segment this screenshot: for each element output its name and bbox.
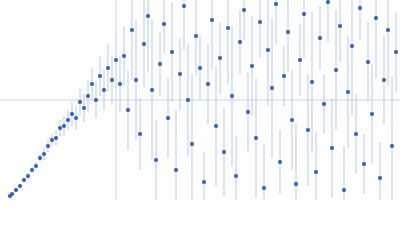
data-point bbox=[226, 26, 230, 30]
data-point bbox=[262, 186, 266, 190]
data-point bbox=[326, 0, 330, 4]
data-point bbox=[206, 82, 210, 86]
data-point bbox=[346, 90, 350, 94]
data-point bbox=[190, 142, 194, 146]
data-point bbox=[130, 28, 134, 32]
data-point bbox=[198, 66, 202, 70]
data-point bbox=[138, 132, 142, 136]
data-point bbox=[354, 132, 358, 136]
data-point bbox=[366, 60, 370, 64]
data-point bbox=[214, 124, 218, 128]
data-point bbox=[194, 34, 198, 38]
data-point bbox=[162, 22, 166, 26]
data-point bbox=[122, 54, 126, 58]
data-point bbox=[342, 188, 346, 192]
data-point bbox=[310, 80, 314, 84]
data-point bbox=[254, 136, 258, 140]
data-point bbox=[374, 16, 378, 20]
data-point bbox=[362, 162, 366, 166]
data-point bbox=[358, 6, 362, 10]
data-point bbox=[258, 20, 262, 24]
data-point bbox=[70, 112, 74, 116]
data-point bbox=[230, 94, 234, 98]
data-point bbox=[106, 66, 110, 70]
page: {"chart_data": {"type": "scatter", "xlim… bbox=[0, 0, 400, 200]
data-point bbox=[146, 14, 150, 18]
data-point bbox=[246, 110, 250, 114]
data-point bbox=[34, 164, 38, 168]
data-point bbox=[18, 184, 22, 188]
data-point bbox=[134, 78, 138, 82]
data-point bbox=[110, 78, 114, 82]
data-point bbox=[58, 126, 62, 130]
data-point bbox=[166, 116, 170, 120]
data-point bbox=[66, 118, 70, 122]
data-point bbox=[46, 144, 50, 148]
data-point bbox=[382, 78, 386, 82]
data-point bbox=[294, 182, 298, 186]
data-point bbox=[154, 158, 158, 162]
data-point bbox=[386, 28, 390, 32]
data-point bbox=[150, 88, 154, 92]
data-point bbox=[378, 176, 382, 180]
data-point bbox=[50, 138, 54, 142]
data-point bbox=[42, 152, 46, 156]
data-point bbox=[22, 178, 26, 182]
data-point bbox=[182, 4, 186, 8]
data-point bbox=[334, 68, 338, 72]
data-point bbox=[302, 12, 306, 16]
data-point bbox=[102, 88, 106, 92]
data-point bbox=[30, 168, 34, 172]
data-point bbox=[82, 106, 86, 110]
data-point bbox=[266, 48, 270, 52]
data-point bbox=[26, 174, 30, 178]
data-point bbox=[10, 192, 14, 196]
data-point bbox=[350, 44, 354, 48]
data-point bbox=[222, 150, 226, 154]
data-point bbox=[274, 2, 278, 6]
data-point bbox=[74, 116, 78, 120]
data-point bbox=[250, 64, 254, 68]
data-point bbox=[210, 18, 214, 22]
data-point bbox=[170, 50, 174, 54]
data-point bbox=[298, 58, 302, 62]
data-point bbox=[330, 146, 334, 150]
data-point bbox=[90, 82, 94, 86]
data-point bbox=[306, 128, 310, 132]
data-point bbox=[174, 168, 178, 172]
data-point bbox=[98, 74, 102, 78]
data-point bbox=[142, 42, 146, 46]
data-point bbox=[38, 156, 42, 160]
data-point bbox=[394, 50, 398, 54]
data-point bbox=[314, 170, 318, 174]
data-point bbox=[390, 144, 394, 148]
data-point bbox=[62, 124, 66, 128]
data-point bbox=[94, 98, 98, 102]
data-point bbox=[338, 24, 342, 28]
data-point bbox=[86, 94, 90, 98]
chart bbox=[0, 0, 400, 200]
data-point bbox=[186, 98, 190, 102]
data-point bbox=[114, 58, 118, 62]
data-point bbox=[178, 72, 182, 76]
data-point bbox=[158, 62, 162, 66]
data-point bbox=[14, 188, 18, 192]
data-point bbox=[282, 74, 286, 78]
data-point bbox=[318, 36, 322, 40]
data-point bbox=[270, 86, 274, 90]
data-point bbox=[126, 108, 130, 112]
data-point bbox=[238, 40, 242, 44]
data-point bbox=[218, 56, 222, 60]
data-point bbox=[54, 136, 58, 140]
data-point bbox=[370, 112, 374, 116]
data-point bbox=[286, 30, 290, 34]
data-point bbox=[290, 118, 294, 122]
data-point bbox=[322, 102, 326, 106]
data-point bbox=[234, 174, 238, 178]
data-point bbox=[242, 8, 246, 12]
data-point bbox=[78, 100, 82, 104]
data-point bbox=[278, 160, 282, 164]
data-point bbox=[118, 82, 122, 86]
data-point bbox=[202, 180, 206, 184]
